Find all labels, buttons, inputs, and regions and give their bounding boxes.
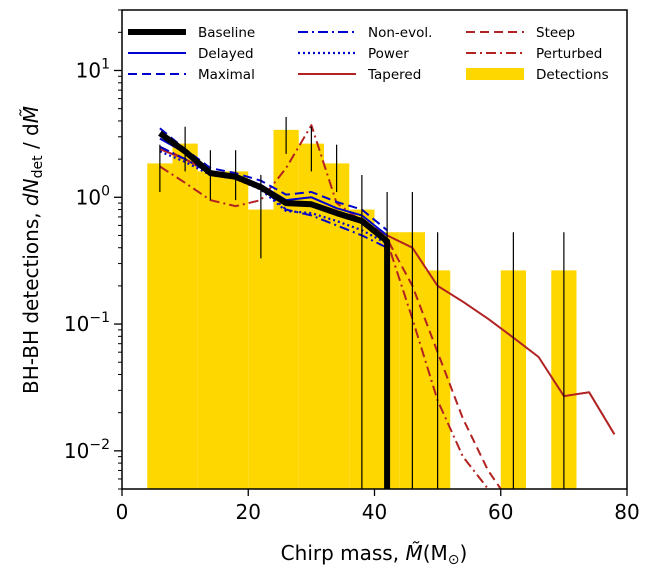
legend-item-power: Power	[298, 46, 409, 62]
axis-ticks: 0 20 40 60 80 10−2 10−1 100 101	[64, 9, 640, 524]
x-tick-label-80: 80	[614, 500, 639, 524]
y-axis-label-sub: det	[30, 155, 46, 179]
legend-label: Maximal	[198, 67, 255, 83]
detection-bar-2	[197, 171, 223, 489]
x-axis-label-close: )	[460, 541, 468, 565]
legend-label: Power	[368, 46, 409, 62]
legend-item-delayed: Delayed	[128, 46, 254, 62]
legend-item-non-evol: Non-evol.	[298, 25, 432, 41]
x-axis-label-unit: (M	[423, 541, 448, 565]
x-axis-label-unit-sub: ⊙	[448, 552, 460, 568]
legend-item-perturbed: Perturbed	[466, 46, 602, 62]
model-lines	[158, 124, 616, 490]
legend: Baseline Delayed Maximal Non-evol. Power Tape…	[128, 25, 609, 83]
x-tick-label-20: 20	[236, 500, 261, 524]
x-axis-label: Chirp mass, M̃(M⊙)	[281, 541, 468, 568]
legend-label: Steep	[536, 25, 575, 41]
legend-label: Tapered	[367, 67, 421, 83]
legend-item-steep: Steep	[466, 25, 575, 41]
y-axis-label-symbol2: M̃	[19, 106, 43, 123]
x-tick-label-40: 40	[362, 500, 387, 524]
detection-bar-5	[273, 129, 299, 490]
legend-label: Detections	[536, 67, 609, 83]
y-tick-label-2: 100	[76, 183, 110, 209]
y-axis-label: BH-BH detections, dNdet / dM̃	[19, 106, 46, 394]
series-line-perturbed	[159, 124, 489, 490]
x-tick-label-60: 60	[488, 500, 513, 524]
y-axis-label-symbol: dN	[19, 178, 43, 206]
x-tick-label-0: 0	[116, 500, 129, 524]
legend-item-baseline: Baseline	[128, 25, 255, 41]
detection-bar-6	[298, 143, 324, 489]
legend-swatch	[466, 68, 524, 80]
legend-label: Delayed	[198, 46, 254, 62]
y-tick-label-0: 10−2	[64, 437, 110, 463]
detection-bar-3	[223, 171, 249, 489]
y-tick-label-3: 101	[76, 56, 110, 82]
x-axis-label-symbol: M̃	[405, 541, 422, 565]
detection-bar-0	[147, 163, 173, 489]
series-line-baseline	[158, 130, 391, 489]
detection-bar-1	[172, 143, 198, 489]
y-axis-label-text: BH-BH detections,	[19, 206, 43, 394]
legend-item-maximal: Maximal	[128, 67, 255, 83]
series-line-power	[159, 150, 388, 245]
legend-item-detections: Detections	[466, 67, 609, 83]
legend-label: Non-evol.	[368, 25, 432, 41]
y-tick-label-1: 10−1	[64, 310, 110, 336]
y-axis-label-rest: / d	[19, 123, 43, 155]
legend-item-tapered: Tapered	[298, 67, 421, 83]
error-bars	[159, 116, 565, 489]
x-axis-label-text: Chirp mass,	[281, 541, 406, 565]
legend-label: Perturbed	[536, 46, 602, 62]
legend-label: Baseline	[198, 25, 255, 41]
